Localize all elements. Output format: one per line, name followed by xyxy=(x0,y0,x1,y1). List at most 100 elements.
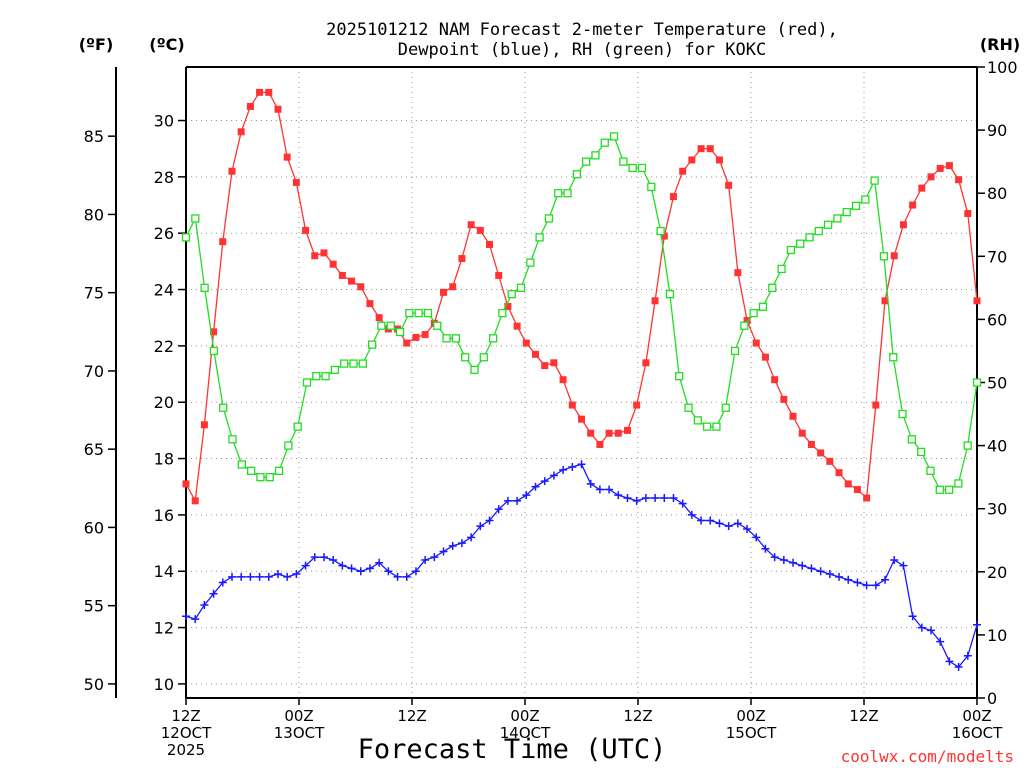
temperature-point xyxy=(357,283,365,291)
plot-series xyxy=(181,88,982,672)
rh-point xyxy=(340,359,349,368)
dewpoint-point xyxy=(660,493,669,502)
dewpoint-point xyxy=(651,493,660,502)
temperature-point xyxy=(541,362,549,370)
temperature-point xyxy=(945,162,953,170)
dewpoint-point xyxy=(485,516,494,525)
dewpoint-point xyxy=(402,572,411,581)
dewpoint-point xyxy=(973,620,981,629)
rh-point xyxy=(712,422,721,431)
dewpoint-point xyxy=(430,553,439,562)
temperature-point xyxy=(623,426,631,434)
rh-point xyxy=(312,372,321,381)
dewpoint-point xyxy=(301,561,310,570)
dewpoint-point xyxy=(586,479,595,488)
dewpoint-point xyxy=(724,522,733,531)
x-tick-label: 15OCT xyxy=(726,724,777,742)
rh-tick-label: 40 xyxy=(987,437,1007,456)
celsius-tick-label: 26 xyxy=(154,224,174,243)
dewpoint-point xyxy=(945,657,954,666)
rh-point xyxy=(479,353,488,362)
rh-point xyxy=(358,359,367,368)
dewpoint-point xyxy=(871,581,880,590)
celsius-tick-label: 24 xyxy=(154,281,174,300)
rh-point xyxy=(730,346,740,356)
dewpoint-point xyxy=(595,485,604,494)
dewpoint-point xyxy=(853,578,862,587)
temperature-point xyxy=(467,221,475,229)
temperature-point xyxy=(614,429,622,437)
temperature-point xyxy=(697,145,705,153)
temperature-point xyxy=(182,480,190,488)
dewpoint-point xyxy=(678,499,687,508)
dewpoint-point xyxy=(936,637,945,646)
dewpoint-point xyxy=(191,615,200,624)
dewpoint-point xyxy=(218,578,227,587)
dewpoint-point xyxy=(752,533,761,542)
dewpoint-point xyxy=(476,522,485,531)
temperature-point xyxy=(789,412,797,420)
rh-point xyxy=(433,321,442,330)
temperature-point xyxy=(338,271,346,279)
dewpoint-point xyxy=(329,555,338,564)
temperature-point xyxy=(550,359,558,367)
dewpoint-point xyxy=(779,555,788,564)
temperature-point xyxy=(844,480,852,488)
rh-point xyxy=(414,308,423,318)
dewpoint-point xyxy=(439,547,448,556)
dewpoint-point xyxy=(687,510,696,519)
dewpoint-point xyxy=(835,572,844,581)
x-tick-label: 12Z xyxy=(171,707,200,725)
temperature-point xyxy=(375,314,383,322)
fahrenheit-tick-label: 55 xyxy=(84,597,104,616)
rh-point xyxy=(926,466,935,475)
rh-point xyxy=(200,283,209,293)
temperature-point xyxy=(807,440,815,448)
rh-point xyxy=(954,479,963,488)
fahrenheit-tick-label: 65 xyxy=(84,440,104,459)
celsius-tick-label: 10 xyxy=(154,675,174,694)
rh-point xyxy=(349,359,358,368)
celsius-tick-label: 20 xyxy=(154,393,174,412)
rh-point xyxy=(498,308,507,318)
dewpoint-point xyxy=(292,570,301,579)
rh-point xyxy=(609,132,619,141)
dewpoint-point xyxy=(237,572,246,581)
x-tick-label: 00Z xyxy=(510,707,539,725)
rh-point xyxy=(367,340,377,349)
celsius-tick-label: 16 xyxy=(154,506,174,525)
temperature-point xyxy=(210,328,218,336)
rh-tick-label: 70 xyxy=(987,247,1007,266)
temperature-point xyxy=(633,401,641,409)
rh-point xyxy=(796,239,805,248)
temperature-point xyxy=(320,249,328,257)
temperature-point xyxy=(504,302,512,310)
rh-point xyxy=(786,245,796,255)
temperature-point xyxy=(200,421,208,429)
dewpoint-point xyxy=(568,463,577,472)
dewpoint-point xyxy=(632,496,641,505)
dewpoint-point xyxy=(844,575,853,584)
rh-point xyxy=(423,308,433,318)
rh-point xyxy=(516,283,526,293)
temperature-point xyxy=(853,486,861,494)
rh-point xyxy=(814,226,823,236)
temperature-point xyxy=(348,277,356,285)
temperature-line xyxy=(185,91,978,503)
temperature-point xyxy=(568,401,576,409)
dewpoint-point xyxy=(798,561,807,570)
x-tick-label: 12Z xyxy=(397,707,426,725)
temperature-point xyxy=(927,173,935,181)
rh-point xyxy=(935,485,944,494)
dewpoint-point xyxy=(273,570,282,579)
rh-tick-label: 0 xyxy=(987,689,997,708)
dewpoint-point xyxy=(338,561,347,570)
dewpoint-point xyxy=(393,572,402,581)
dewpoint-point xyxy=(384,567,393,576)
dewpoint-point xyxy=(577,460,586,469)
x-tick-label: 16OCT xyxy=(952,724,1003,742)
x-tick-label: 14OCT xyxy=(500,724,551,742)
rh-point xyxy=(321,372,330,381)
x-tick-label: 00Z xyxy=(962,707,991,725)
